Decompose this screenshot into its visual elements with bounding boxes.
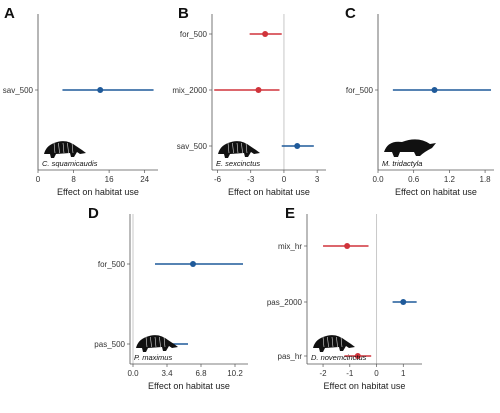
estimate-point: [431, 87, 438, 93]
x-tick-label: -6: [214, 175, 222, 184]
x-tick-label: 3.4: [161, 369, 173, 378]
armadillo-band: [154, 336, 157, 348]
species-name: P. maximus: [134, 353, 172, 362]
armadillo-band: [245, 142, 248, 154]
armadillo-band: [67, 142, 69, 154]
x-tick-label: 1.2: [444, 175, 456, 184]
panel-e: E -2 -1 0 1 Effect on habitat use mix_hr pas_20…: [267, 205, 422, 391]
estimate-point: [262, 31, 269, 37]
estimate-point: [294, 143, 301, 149]
anteater-silhouette-icon: [384, 139, 436, 157]
estimate-point: [344, 243, 351, 249]
estimate-point: [255, 87, 262, 93]
x-tick-label: 6.8: [195, 369, 207, 378]
species-name: M. tridactyla: [382, 159, 422, 168]
category-label: for_500: [346, 86, 374, 95]
x-tick-label: 8: [71, 175, 76, 184]
panel-d: D 0.0 3.4 6.8 10.2 Effect on habitat use for_5…: [88, 205, 248, 391]
armadillo-band: [322, 336, 325, 348]
category-label: sav_500: [177, 142, 208, 151]
category-label: pas_2000: [267, 298, 303, 307]
x-tick-label: -3: [247, 175, 255, 184]
x-tick-label: 0.0: [372, 175, 384, 184]
category-label: for_500: [98, 260, 126, 269]
armadillo-band: [163, 336, 166, 348]
category-label: sav_500: [3, 86, 34, 95]
armadillo-band: [336, 336, 338, 348]
category-label: mix_hr: [278, 242, 302, 251]
armadillo-band: [150, 336, 152, 348]
estimate-point: [97, 87, 104, 93]
x-tick-label: 1: [401, 369, 406, 378]
x-axis-title: Effect on habitat use: [148, 381, 230, 391]
armadillo-band: [331, 336, 334, 348]
armadillo-silhouette-icon: [218, 141, 260, 158]
panel-letter: E: [285, 205, 295, 222]
armadillo-silhouette-icon: [313, 335, 355, 352]
x-tick-label: 0: [374, 369, 379, 378]
species-name: D. novemcinctus: [311, 353, 367, 362]
armadillo-band: [71, 142, 74, 154]
x-tick-label: 0: [36, 175, 41, 184]
category-label: for_500: [180, 30, 208, 39]
armadillo-band: [145, 336, 148, 348]
x-axis-title: Effect on habitat use: [57, 187, 139, 197]
estimate-point: [400, 299, 407, 305]
x-axis-title: Effect on habitat use: [228, 187, 310, 197]
category-label: mix_2000: [172, 86, 207, 95]
x-tick-label: 10.2: [227, 369, 243, 378]
armadillo-band: [236, 142, 239, 154]
panel-b: B -6 -3 0 3 Effect on habitat use for_500 mix_2…: [172, 5, 326, 197]
x-tick-label: 24: [140, 175, 149, 184]
armadillo-band: [232, 142, 234, 154]
armadillo-band: [340, 336, 343, 348]
x-tick-label: -1: [346, 369, 354, 378]
armadillo-band: [159, 336, 161, 348]
x-tick-label: 1.8: [480, 175, 492, 184]
armadillo-band: [241, 142, 243, 154]
panel-letter: A: [4, 5, 15, 22]
species-name: E. sexcinctus: [216, 159, 260, 168]
armadillo-band: [62, 142, 65, 154]
armadillo-band: [58, 142, 60, 154]
armadillo-band: [227, 142, 230, 154]
armadillo-silhouette-icon: [44, 141, 86, 158]
x-tick-label: 3: [315, 175, 320, 184]
armadillo-band: [327, 336, 329, 348]
x-tick-label: 0.6: [408, 175, 420, 184]
panel-letter: C: [345, 5, 356, 22]
x-tick-label: 0: [282, 175, 287, 184]
estimate-point: [190, 261, 196, 267]
panel-letter: B: [178, 5, 189, 22]
x-tick-label: 0.0: [127, 369, 139, 378]
x-tick-label: -2: [319, 369, 327, 378]
panel-letter: D: [88, 205, 99, 222]
armadillo-silhouette-icon: [136, 335, 178, 352]
x-tick-label: 16: [105, 175, 114, 184]
x-axis-title: Effect on habitat use: [324, 381, 406, 391]
x-axis-title: Effect on habitat use: [395, 187, 477, 197]
armadillo-band: [53, 142, 56, 154]
category-label: pas_hr: [278, 352, 303, 361]
category-label: pas_500: [94, 340, 125, 349]
estimate-point: [354, 353, 361, 359]
species-name: C. squamicaudis: [42, 159, 98, 168]
